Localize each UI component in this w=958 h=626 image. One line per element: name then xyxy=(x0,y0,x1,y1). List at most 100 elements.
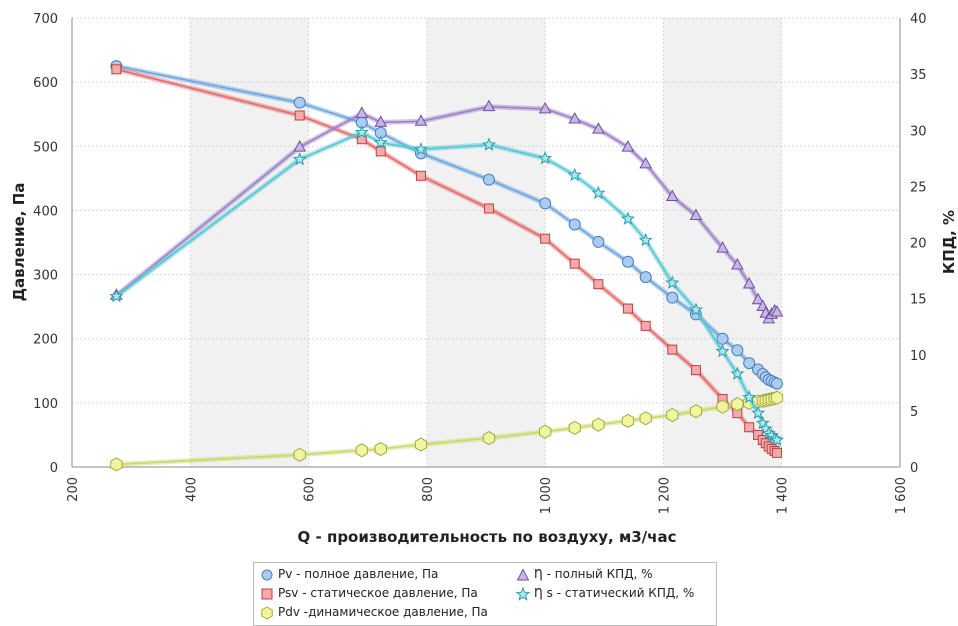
hexagon-marker xyxy=(666,407,679,423)
plot-band xyxy=(426,18,546,467)
hexagon-marker xyxy=(568,420,581,435)
y-tick-label: 600 xyxy=(33,76,58,91)
x-tick-label: 1 400 xyxy=(776,477,791,514)
star-marker xyxy=(770,432,784,446)
hexagon-marker xyxy=(293,447,306,462)
circle-marker xyxy=(539,197,552,210)
triangle-marker xyxy=(665,189,679,201)
hexagon-marker xyxy=(592,417,605,432)
y-axis-title: Давление, Па xyxy=(10,183,28,302)
x-tick-label: 600 xyxy=(303,477,318,502)
hexagon-marker xyxy=(689,404,703,419)
triangle-marker xyxy=(639,156,653,169)
x-tick-label: 1 000 xyxy=(539,477,554,514)
x-tick-label: 800 xyxy=(421,477,436,502)
triangle-marker xyxy=(568,111,582,124)
y-tick-label: 400 xyxy=(33,204,58,219)
circle-marker xyxy=(568,218,581,231)
triangle-marker xyxy=(731,257,744,270)
series-4 xyxy=(109,125,784,446)
star-marker xyxy=(715,344,730,358)
chart-canvas: 200 400 600 800 1 000 1 200 1 400 1 60001002003… xyxy=(10,12,958,546)
circle-marker xyxy=(592,235,605,248)
hexagon-marker xyxy=(374,441,387,457)
legend-item-eta-s: Ƞ s - статический КПД, % xyxy=(515,584,695,602)
triangle-marker xyxy=(293,140,307,152)
triangle-marker xyxy=(751,292,765,305)
hexagon-marker xyxy=(414,437,428,452)
square-marker xyxy=(593,279,604,290)
y2-tick-label: 20 xyxy=(910,237,927,252)
circle-marker xyxy=(639,271,652,284)
axes xyxy=(71,18,901,468)
y-tick-label: 200 xyxy=(33,333,58,348)
legend-label-psv: Psv - статическое давление, Па xyxy=(278,586,478,600)
square-marker xyxy=(667,344,678,355)
triangle-marker xyxy=(621,140,635,152)
legend-item-pv: Pv - полное давление, Па xyxy=(260,565,438,583)
legend-label-eta: Ƞ - полный КПД, % xyxy=(534,567,653,581)
star-marker xyxy=(538,150,553,165)
star-marker xyxy=(689,302,703,316)
star-marker-icon xyxy=(515,586,531,601)
square-marker xyxy=(640,320,651,331)
circle-marker xyxy=(482,173,495,186)
x-tick-label: 1 600 xyxy=(894,477,909,514)
star-marker xyxy=(292,152,307,166)
legend-item-psv: Psv - статическое давление, Па xyxy=(260,584,478,602)
star-marker xyxy=(665,275,680,289)
legend-label-pv: Pv - полное давление, Па xyxy=(278,567,439,581)
y-tick-label: 0 xyxy=(50,461,58,476)
y-tick-label: 300 xyxy=(33,269,58,284)
y2-tick-label: 25 xyxy=(910,180,927,195)
circle-marker xyxy=(731,344,744,357)
y2-tick-label: 10 xyxy=(910,349,927,364)
triangle-marker xyxy=(592,122,605,134)
y-tick-label: 500 xyxy=(33,140,58,155)
square-marker xyxy=(622,303,633,314)
square-marker-icon xyxy=(261,588,273,599)
hexagon-marker xyxy=(770,390,784,405)
triangle-marker xyxy=(689,208,703,221)
x-tick-label: 200 xyxy=(66,477,81,502)
hexagon-marker xyxy=(716,399,729,414)
tick-labels: 200 400 600 800 1 000 1 200 1 400 1 60001002003… xyxy=(33,12,926,514)
circle-marker xyxy=(293,96,306,109)
triangle-marker xyxy=(355,106,369,118)
square-marker xyxy=(294,110,305,121)
triangle-marker xyxy=(374,115,388,127)
hexagon-marker xyxy=(110,457,123,472)
square-marker xyxy=(569,258,580,269)
triangle-marker xyxy=(716,241,729,253)
square-marker xyxy=(690,365,701,376)
triangle-marker xyxy=(482,99,496,112)
legend-item-pdv: Pdv -динамическое давление, Па xyxy=(260,603,488,621)
square-marker xyxy=(375,146,386,157)
star-marker xyxy=(413,141,428,156)
series-layer xyxy=(109,60,784,472)
star-marker xyxy=(354,125,369,139)
circle-marker xyxy=(666,291,679,304)
circle-marker xyxy=(743,357,756,370)
hexagon-marker xyxy=(539,424,552,439)
square-marker xyxy=(771,447,782,458)
star-marker xyxy=(638,232,653,247)
hexagon-marker xyxy=(482,431,496,446)
star-marker xyxy=(109,289,124,303)
star-marker xyxy=(482,137,497,151)
star-marker xyxy=(730,366,745,380)
x-tick-label: 400 xyxy=(184,477,199,502)
legend: Pv - полное давление, Па Psv - статическ… xyxy=(253,562,717,626)
triangle-marker xyxy=(742,276,756,289)
y-tick-label: 700 xyxy=(33,12,58,27)
star-marker xyxy=(620,211,635,225)
square-marker xyxy=(415,170,426,181)
circle-marker-icon xyxy=(261,569,273,580)
star-marker xyxy=(742,390,757,404)
triangle-marker-icon xyxy=(516,567,530,580)
star-marker xyxy=(591,185,606,200)
legend-label-eta-s: Ƞ s - статический КПД, % xyxy=(534,586,695,600)
series-1 xyxy=(111,64,782,458)
star-marker xyxy=(755,415,770,430)
plot-bands xyxy=(190,18,782,467)
